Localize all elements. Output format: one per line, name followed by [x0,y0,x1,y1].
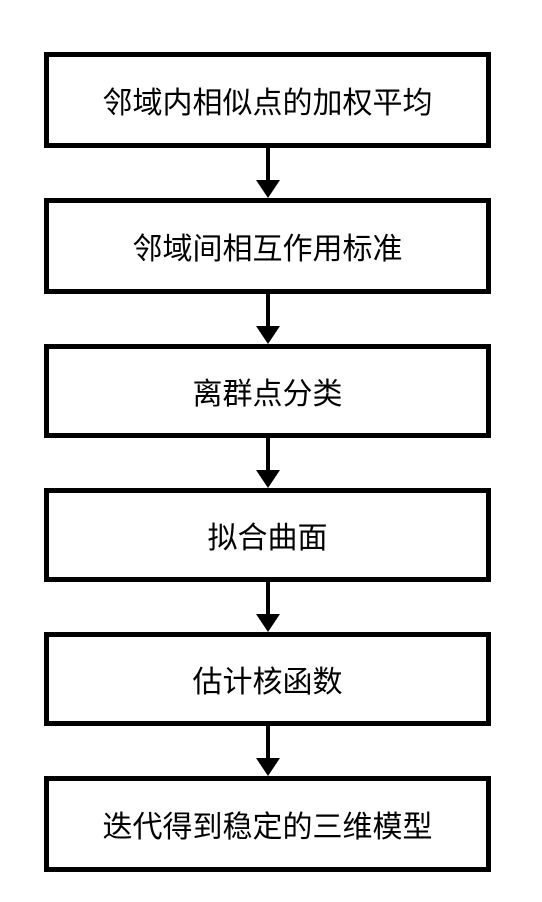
flowchart-canvas: 邻域内相似点的加权平均邻域间相互作用标准离群点分类拟合曲面估计核函数迭代得到稳定… [0,0,542,902]
flow-node-label: 迭代得到稳定的三维模型 [103,802,433,846]
flow-arrow-n1-n2 [248,148,288,198]
flow-node-n3: 离群点分类 [44,344,491,438]
flow-node-n5: 估计核函数 [44,632,491,726]
flow-node-label: 邻域间相互作用标准 [133,224,403,268]
flow-arrow-n5-n6 [248,726,288,776]
flow-node-label: 拟合曲面 [208,513,328,557]
flow-arrow-n2-n3 [248,294,288,344]
flow-node-n2: 邻域间相互作用标准 [44,198,491,294]
flow-node-n1: 邻域内相似点的加权平均 [44,52,491,148]
flow-node-label: 邻域内相似点的加权平均 [103,78,433,122]
flow-node-n4: 拟合曲面 [44,488,491,582]
flow-node-label: 离群点分类 [193,369,343,413]
flow-node-n6: 迭代得到稳定的三维模型 [44,776,491,872]
flow-arrow-n3-n4 [248,438,288,488]
flow-node-label: 估计核函数 [193,657,343,701]
flow-arrow-n4-n5 [248,582,288,632]
